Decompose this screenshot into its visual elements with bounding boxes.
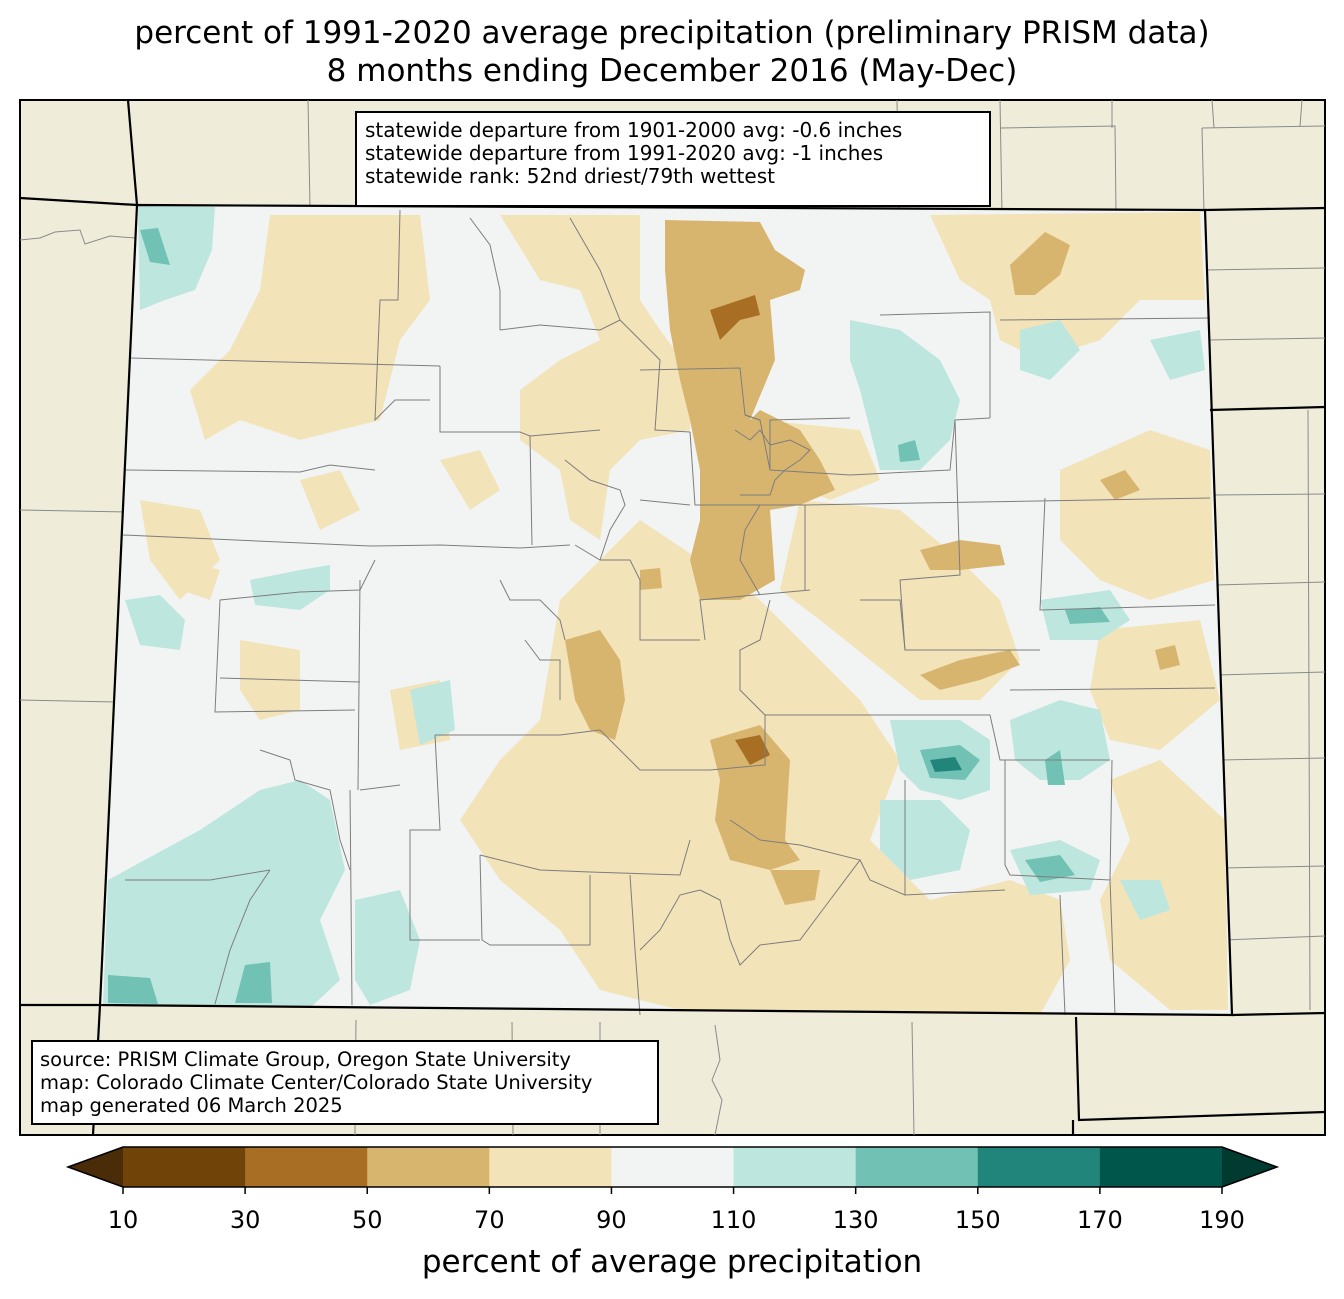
- colorbar-bin: [1099, 1147, 1223, 1187]
- colorbar-bin: [367, 1147, 490, 1187]
- colorbar-tick-label: 90: [596, 1206, 627, 1234]
- source-prism: source: PRISM Climate Group, Oregon Stat…: [40, 1048, 571, 1071]
- colorbar-tick-label: 130: [832, 1206, 879, 1234]
- colorbar-tick-label: 110: [710, 1206, 757, 1234]
- colorbar-tick-label: 170: [1076, 1206, 1123, 1234]
- colorbar-bin: [733, 1147, 857, 1187]
- stats-departure-1901: statewide departure from 1901-2000 avg: …: [365, 118, 903, 142]
- source-generated-date: map generated 06 March 2025: [40, 1094, 343, 1117]
- neighbor-county-lines: [19, 99, 1326, 1136]
- colorbar-bin: [123, 1147, 246, 1187]
- colorbar: [65, 1146, 1280, 1194]
- colorbar-bin: [977, 1147, 1101, 1187]
- statewide-stats-box: statewide departure from 1901-2000 avg: …: [355, 111, 991, 207]
- stats-rank: statewide rank: 52nd driest/79th wettest: [365, 164, 775, 188]
- colorbar-tick-label: 30: [229, 1206, 261, 1234]
- colorbar-bin: [855, 1147, 979, 1187]
- county-lines: [122, 209, 1216, 1016]
- colorbar-tick-label: 190: [1199, 1206, 1245, 1234]
- source-map-credit: map: Colorado Climate Center/Colorado St…: [40, 1071, 593, 1094]
- colorbar-tick-label: 50: [351, 1206, 383, 1234]
- colorbar-under-arrow: [68, 1147, 123, 1187]
- colorbar-bin: [489, 1147, 612, 1187]
- colorbar-bin: [245, 1147, 368, 1187]
- colorbar-bin: [611, 1147, 735, 1187]
- colorbar-label: percent of average precipitation: [421, 1244, 923, 1280]
- precip-patches: [103, 205, 1228, 1015]
- colorbar-tick-label: 70: [474, 1206, 505, 1234]
- map-title-line2: 8 months ending December 2016 (May-Dec): [326, 53, 1018, 89]
- colorbar-tick-label: 150: [954, 1206, 1001, 1234]
- colorbar-tick-label: 10: [107, 1206, 139, 1234]
- state-borders: [19, 99, 1326, 1136]
- colorbar-over-arrow: [1222, 1147, 1277, 1187]
- stats-departure-1991: statewide departure from 1991-2020 avg: …: [365, 141, 884, 165]
- map-title-line1: percent of 1991-2020 average precipitati…: [134, 15, 1210, 51]
- source-box: source: PRISM Climate Group, Oregon Stat…: [31, 1040, 659, 1125]
